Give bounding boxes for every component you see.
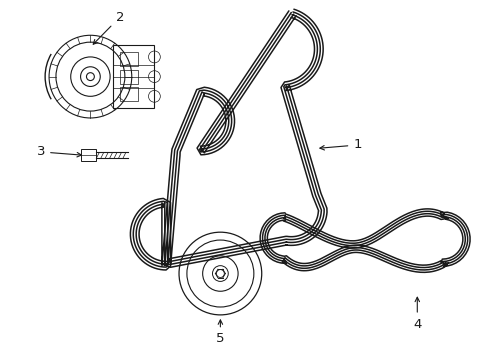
Bar [120,87,138,101]
Text: 1: 1 [319,139,361,152]
Bar [120,52,138,66]
Text: 3: 3 [37,145,81,158]
Bar [120,70,138,84]
Text: 5: 5 [216,320,224,346]
Bar [81,149,96,161]
Text: 2: 2 [93,10,124,44]
Text: 4: 4 [412,297,421,331]
